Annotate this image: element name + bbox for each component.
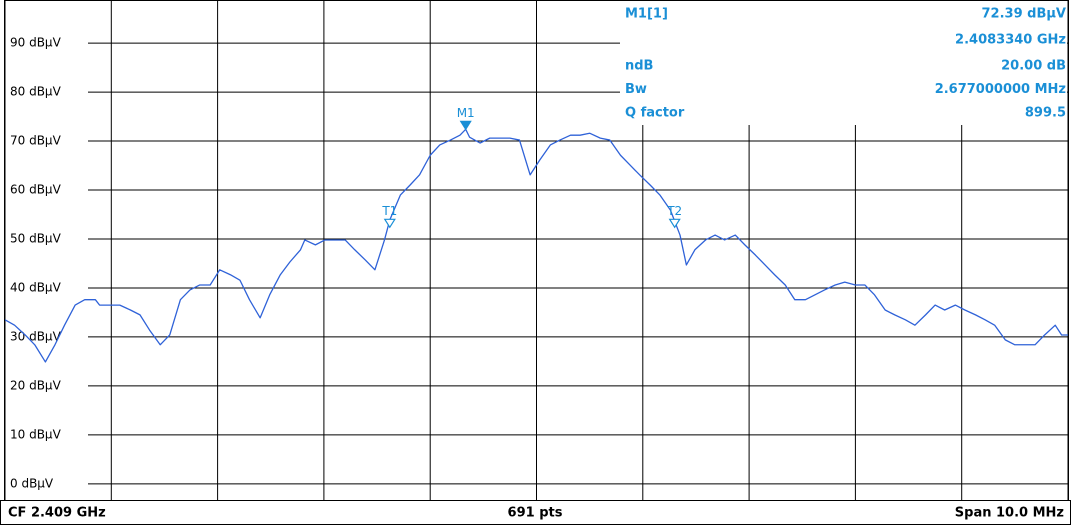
marker-label: M1: [457, 106, 475, 120]
marker: [668, 218, 681, 229]
info-label: ndB: [625, 59, 653, 74]
y-tick-label: 10 dBµV: [10, 427, 62, 441]
span: Span 10.0 MHz: [955, 506, 1064, 521]
y-tick-label: 30 dBµV: [10, 329, 62, 343]
y-tick-label: 20 dBµV: [10, 378, 62, 392]
marker-title: M1[1]: [625, 7, 668, 22]
y-tick-label: 90 dBµV: [10, 36, 62, 50]
center-frequency: CF 2.409 GHz: [8, 506, 106, 521]
marker-label: T2: [666, 204, 682, 218]
y-tick-label: 80 dBµV: [10, 85, 62, 99]
y-tick-label: 40 dBµV: [10, 280, 62, 294]
info-value: 20.00 dB: [1001, 59, 1066, 74]
marker-info-box: [620, 1, 1067, 125]
marker: [459, 120, 472, 131]
y-tick-label: 0 dBµV: [10, 476, 54, 490]
info-label: Bw: [625, 82, 647, 97]
info-label: Q factor: [625, 106, 685, 121]
sweep-points: 691 pts: [508, 506, 563, 521]
trace-line: [4, 128, 1068, 363]
marker-info: M1[1] 72.39 dBµV 2.4083340 GHz ndB 20.00 …: [625, 7, 1066, 121]
footer-bar: [0, 500, 1071, 525]
trace-layer: [4, 128, 1068, 363]
y-tick-label: 50 dBµV: [10, 231, 62, 245]
marker-level: 72.39 dBµV: [982, 7, 1067, 22]
info-value: 899.5: [1025, 106, 1066, 121]
y-tick-label: 70 dBµV: [10, 134, 62, 148]
marker: [383, 218, 396, 229]
y-tick-label: 60 dBµV: [10, 183, 62, 197]
marker-label: T1: [381, 204, 397, 218]
marker-frequency: 2.4083340 GHz: [955, 33, 1066, 48]
markers: M1 T1 T2: [381, 106, 682, 229]
info-value: 2.677000000 MHz: [935, 82, 1066, 97]
